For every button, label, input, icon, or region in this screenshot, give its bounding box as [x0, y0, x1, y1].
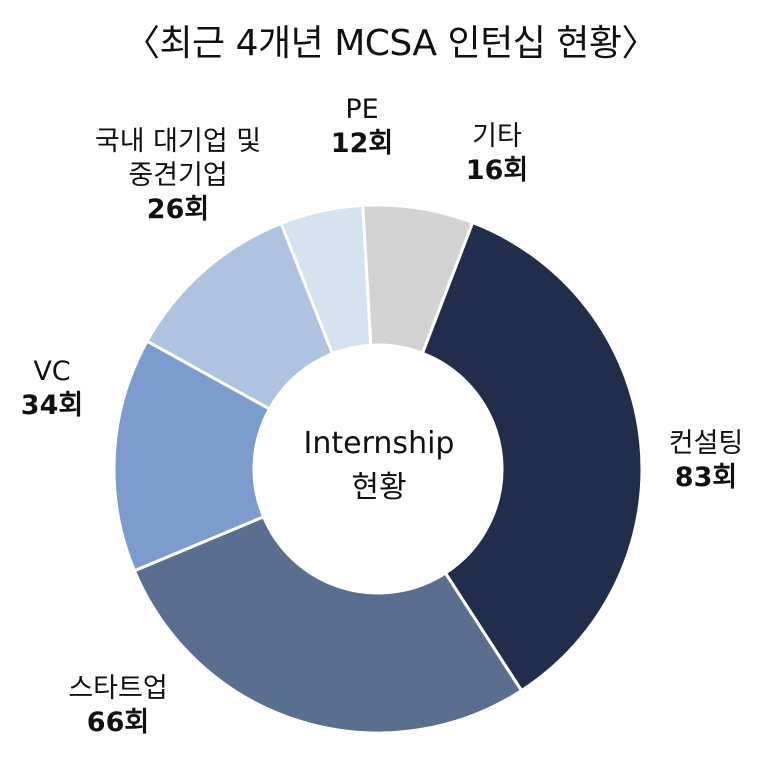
- slice-value-label-6: 16회: [466, 155, 528, 186]
- slice-name-label-4: 국내 대기업 및: [95, 126, 261, 157]
- slice-name-label-1: 컨설팅: [669, 428, 744, 459]
- slice-name-label-3: VC: [33, 356, 70, 387]
- slice-name-label-6: 기타: [472, 121, 522, 152]
- slice-name-label-5: PE: [345, 94, 378, 125]
- slice-value-label-4: 26회: [147, 194, 209, 225]
- slice-value-label-1: 83회: [675, 462, 737, 493]
- slice-2: [132, 514, 524, 735]
- slice-1: [420, 220, 644, 693]
- chart-title: 〈최근 4개년 MCSA 인턴십 현황〉: [123, 23, 658, 64]
- center-label-line-1: Internship: [304, 426, 455, 461]
- slice-6: [361, 203, 475, 356]
- slice-name-label-2: 스타트업: [68, 673, 167, 704]
- slices-group: [112, 203, 644, 735]
- slice-3: [112, 339, 272, 573]
- slice-value-label-5: 12회: [331, 128, 393, 159]
- center-label-line-2: 현황: [351, 470, 406, 505]
- slice-name-label-4: 중견기업: [128, 160, 227, 191]
- slice-value-label-3: 34회: [21, 390, 83, 421]
- slice-value-label-2: 66회: [87, 707, 149, 738]
